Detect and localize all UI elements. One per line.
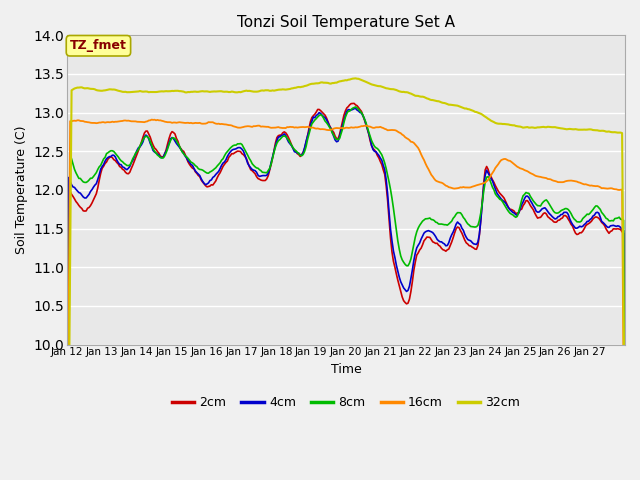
Text: TZ_fmet: TZ_fmet [70,39,127,52]
4cm [350,106,358,111]
32cm [350,76,358,82]
8cm [350,105,358,110]
32cm [352,75,360,81]
2cm [618,229,626,235]
2cm [545,215,553,221]
4cm [545,211,553,216]
Line: 32cm: 32cm [67,78,625,480]
32cm [463,106,470,111]
2cm [350,100,358,106]
16cm [100,120,108,125]
8cm [463,219,470,225]
8cm [618,216,626,222]
4cm [352,106,360,111]
16cm [463,185,470,191]
8cm [621,443,629,448]
8cm [83,180,90,185]
Line: 2cm: 2cm [67,103,625,480]
32cm [545,124,553,130]
Title: Tonzi Soil Temperature Set A: Tonzi Soil Temperature Set A [237,15,455,30]
2cm [100,163,108,169]
8cm [545,201,553,207]
16cm [545,176,553,182]
16cm [83,119,90,125]
8cm [100,156,108,162]
X-axis label: Time: Time [331,363,362,376]
4cm [83,195,90,201]
32cm [83,85,90,91]
Line: 8cm: 8cm [67,107,625,480]
2cm [352,102,360,108]
2cm [83,208,90,214]
Line: 16cm: 16cm [67,120,625,480]
32cm [100,88,108,94]
32cm [618,130,626,136]
Y-axis label: Soil Temperature (C): Soil Temperature (C) [15,126,28,254]
4cm [463,234,470,240]
4cm [100,162,108,168]
16cm [618,187,626,192]
8cm [352,104,360,110]
2cm [463,240,470,246]
16cm [148,117,156,122]
4cm [618,227,626,233]
Legend: 2cm, 4cm, 8cm, 16cm, 32cm: 2cm, 4cm, 8cm, 16cm, 32cm [167,391,525,414]
16cm [352,124,360,130]
32cm [621,458,629,464]
Line: 4cm: 4cm [67,108,625,480]
